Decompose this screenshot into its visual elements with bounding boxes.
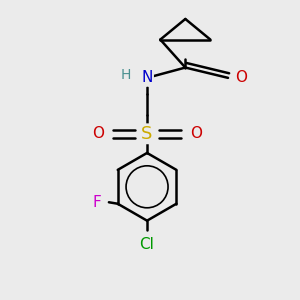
Text: H: H: [121, 68, 131, 82]
Text: F: F: [93, 195, 101, 210]
Text: O: O: [92, 126, 104, 141]
Text: Cl: Cl: [140, 237, 154, 252]
Text: O: O: [236, 70, 247, 86]
Text: O: O: [190, 126, 202, 141]
Text: N: N: [141, 70, 153, 86]
Text: S: S: [141, 125, 153, 143]
